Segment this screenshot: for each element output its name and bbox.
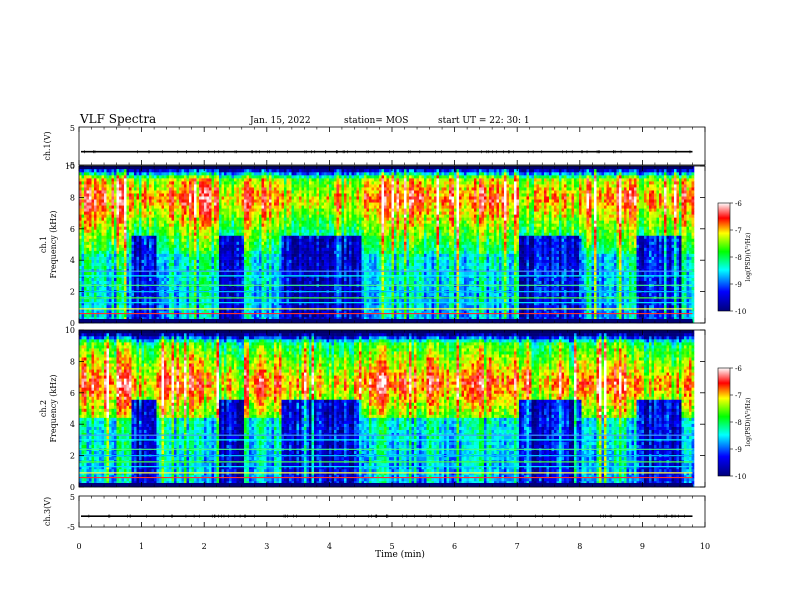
ch1-spectrogram-colorbar-scale	[717, 202, 731, 312]
ch1-spectrogram-ytick-4: 4	[70, 256, 75, 265]
ch1-spectrogram-ylabel-1: ch.1	[39, 236, 48, 253]
ch1-waveform-ylabel: ch.1(V)	[43, 131, 52, 160]
ch1-spectrogram-cb-tick-3: -9	[735, 281, 742, 289]
ch2-spectrogram-ytick-6: 6	[70, 389, 75, 398]
figure-title: VLF Spectra	[79, 112, 156, 126]
ch1-spectrogram-cb-tick-0: -6	[735, 200, 742, 208]
ch2-spectrogram-cb-tick-2: -8	[735, 419, 742, 427]
ch1-spectrogram-cb-tick-4: -10	[735, 308, 746, 316]
ch2-spectrogram-cb-tick-0: -6	[735, 365, 742, 373]
ch2-spectrogram-cb-label: log(PSD)(V²/Hz)	[745, 398, 752, 447]
x-tick-3: 3	[264, 542, 269, 551]
ch2-spectrogram-cb-tick-3: -9	[735, 446, 742, 454]
ch3-waveform-ylabel: ch.3(V)	[43, 497, 52, 526]
ch3-waveform-ytick-min: -5	[67, 523, 75, 532]
ch1-spectrogram-cb-label: log(PSD)(V²/Hz)	[745, 233, 752, 282]
start-time-label: start UT = 22: 30: 1	[438, 116, 530, 126]
x-tick-9: 9	[640, 542, 645, 551]
ch1-colorbar: -6 -7 -8 -9 -10 log(PSD)(V²/Hz)	[717, 200, 752, 316]
x-tick-2: 2	[202, 542, 207, 551]
ch3-waveform-panel: 5 -5 ch.3(V)	[43, 493, 706, 532]
x-tick-6: 6	[452, 542, 457, 551]
ch2-spectrogram-ylabel-2: Frequency (kHz)	[49, 374, 58, 442]
x-tick-7: 7	[515, 542, 520, 551]
ch2-spectrogram-ylabel-1: ch.2	[39, 400, 48, 417]
ch1-spectrogram-ytick-10: 10	[65, 162, 75, 171]
ch1-spectrogram-ylabel-2: Frequency (kHz)	[49, 210, 58, 278]
ch2-spectrogram-ytick-2: 2	[70, 452, 75, 461]
x-tick-8: 8	[577, 542, 582, 551]
ch1-spectrogram-ytick-0: 0	[70, 319, 75, 328]
ch1-waveform-ytick-min: -5	[67, 161, 75, 170]
x-tick-0: 0	[76, 542, 81, 551]
ch1-spectrogram-panel: 0 2 4 6 8 10 ch.1 Frequency (kHz)	[39, 162, 706, 328]
date-label: Jan. 15, 2022	[249, 116, 311, 126]
x-tick-1: 1	[139, 542, 144, 551]
ch1-spectrogram-ytick-6: 6	[70, 225, 75, 234]
ch2-spectrogram-panel: 0 2 4 6 8 10 ch.2 Frequency (kHz)	[39, 326, 706, 492]
ch1-spectrogram-cb-tick-1: -7	[735, 227, 742, 235]
time-axis: 0 1 2 3 4 5 6 7 8 9 10	[76, 542, 710, 551]
ch2-spectrogram-cb-tick-1: -7	[735, 392, 742, 400]
ch1-spectrogram-ytick-2: 2	[70, 288, 75, 297]
x-axis-label: Time (min)	[375, 549, 425, 560]
x-tick-4: 4	[327, 542, 332, 551]
ch2-spectrogram-colorbar-scale	[717, 367, 731, 477]
x-tick-10: 10	[700, 542, 710, 551]
ch2-spectrogram-ytick-4: 4	[70, 420, 75, 429]
ch1-waveform-frame	[78, 126, 706, 166]
ch1-waveform-ytick-max: 5	[70, 124, 75, 133]
x-tick-5: 5	[389, 542, 394, 551]
ch3-waveform-ytick-max: 5	[70, 493, 75, 502]
ch1-spectrogram-ytick-8: 8	[70, 193, 75, 202]
ch2-spectrogram-ytick-10: 10	[65, 326, 75, 335]
station-label: station= MOS	[344, 116, 408, 126]
ch2-colorbar: -6 -7 -8 -9 -10 log(PSD)(V²/Hz)	[717, 365, 752, 481]
ch2-spectrogram-cb-tick-4: -10	[735, 473, 746, 481]
ch2-spectrogram-ytick-8: 8	[70, 357, 75, 366]
ch1-spectrogram-cb-tick-2: -8	[735, 254, 742, 262]
ch1-waveform-panel: 5 -5 ch.1(V)	[43, 124, 706, 170]
ch2-spectrogram-ytick-0: 0	[70, 483, 75, 492]
